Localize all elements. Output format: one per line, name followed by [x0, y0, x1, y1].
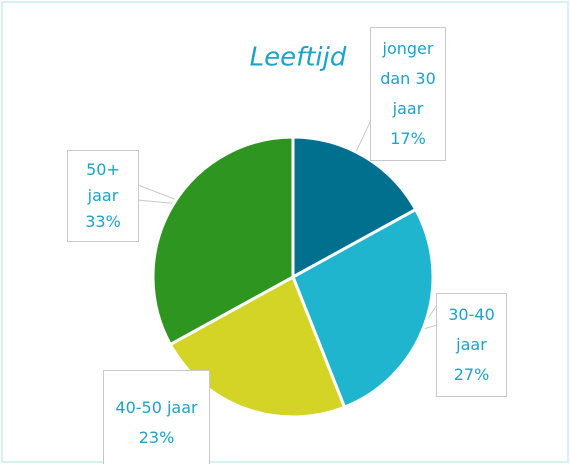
label-value: 33% — [85, 212, 121, 231]
label-category: 30-40 jaar — [448, 305, 495, 354]
pie-slice — [151, 135, 295, 346]
pie-slice — [168, 275, 347, 419]
data-label: 40-50 jaar 23% — [103, 370, 210, 464]
label-value: 17% — [390, 129, 426, 148]
data-label: 30-40 jaar 27% — [436, 293, 507, 397]
label-value: 23% — [138, 428, 175, 447]
pie-slice — [291, 208, 435, 409]
pie-slice — [291, 135, 418, 279]
label-category: 40-50 jaar — [115, 398, 198, 417]
label-value: 27% — [453, 365, 490, 384]
chart-title: Leeftijd — [250, 43, 347, 73]
label-category: jonger dan 30 jaar — [380, 39, 436, 118]
data-label: jonger dan 30 jaar 17% — [370, 27, 446, 161]
label-category: 50+ jaar — [86, 160, 120, 205]
data-label: 50+ jaar 33% — [67, 150, 139, 242]
